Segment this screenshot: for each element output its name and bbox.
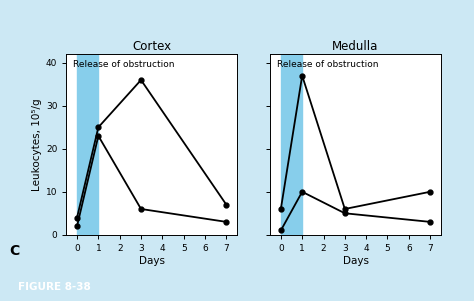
Text: C: C bbox=[9, 244, 20, 258]
Bar bbox=[77, 54, 99, 235]
Text: Release of obstruction: Release of obstruction bbox=[277, 60, 379, 69]
Title: Cortex: Cortex bbox=[132, 40, 171, 53]
X-axis label: Days: Days bbox=[343, 256, 368, 265]
Text: FIGURE 8-38: FIGURE 8-38 bbox=[18, 282, 91, 293]
Title: Medulla: Medulla bbox=[332, 40, 379, 53]
Text: Release of obstruction: Release of obstruction bbox=[73, 60, 175, 69]
Y-axis label: Leukocytes, 10⁵/g: Leukocytes, 10⁵/g bbox=[32, 98, 42, 191]
X-axis label: Days: Days bbox=[139, 256, 164, 265]
Bar bbox=[281, 54, 302, 235]
